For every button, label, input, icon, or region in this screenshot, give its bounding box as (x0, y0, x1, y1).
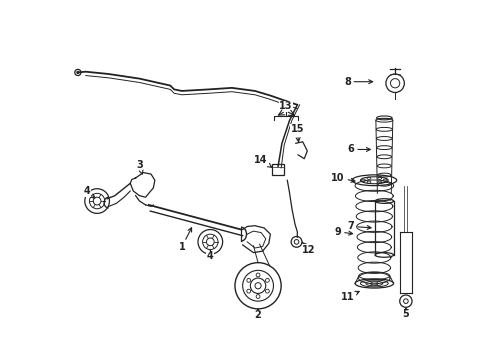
Text: 13: 13 (279, 101, 293, 111)
Text: 9: 9 (335, 227, 353, 237)
Text: 10: 10 (331, 173, 355, 183)
Text: 6: 6 (348, 144, 370, 154)
Text: 1: 1 (178, 228, 192, 252)
Text: 11: 11 (341, 291, 359, 302)
Text: 14: 14 (254, 155, 271, 167)
Text: 4: 4 (84, 186, 94, 198)
Text: 15: 15 (291, 125, 304, 141)
Text: 12: 12 (302, 242, 316, 255)
Text: 4: 4 (207, 251, 214, 261)
Text: 7: 7 (348, 221, 371, 231)
Text: 3: 3 (136, 160, 143, 174)
Text: 8: 8 (344, 77, 372, 87)
Text: 2: 2 (255, 310, 262, 320)
Text: 5: 5 (402, 308, 409, 319)
